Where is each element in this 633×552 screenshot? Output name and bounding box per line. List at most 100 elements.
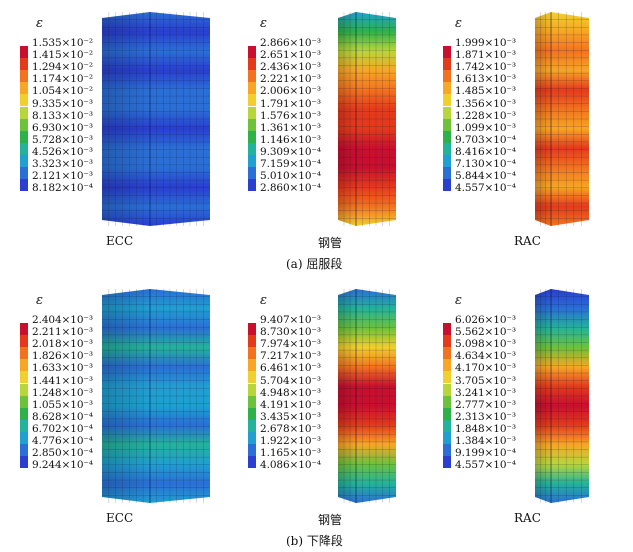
- legend-swatch: [248, 407, 256, 420]
- legend-value: 1.826×10⁻³: [32, 350, 93, 363]
- legend-value: 4.557×10⁻⁴: [455, 182, 516, 195]
- legend-swatch: [248, 419, 256, 432]
- column-right-face: [551, 289, 589, 503]
- epsilon-symbol: ε: [455, 16, 462, 31]
- legend-value: 4.526×10⁻³: [32, 145, 93, 158]
- legend-swatch: [248, 323, 256, 336]
- legend-value: 1.485×10⁻³: [455, 85, 516, 98]
- legend-value: 2.850×10⁻⁴: [32, 447, 93, 460]
- section-caption: (b) 下降段: [286, 534, 343, 548]
- legend-swatch: [20, 82, 28, 95]
- legend-swatch: [443, 142, 451, 155]
- legend-swatch: [443, 419, 451, 432]
- legend-swatch: [443, 347, 451, 360]
- legend-swatch: [248, 118, 256, 131]
- legend-swatch: [20, 106, 28, 119]
- epsilon-symbol: ε: [455, 293, 462, 308]
- legend-swatch: [20, 167, 28, 180]
- legend-swatch: [443, 70, 451, 83]
- legend-swatch: [20, 142, 28, 155]
- legend-value: 2.121×10⁻³: [32, 170, 93, 183]
- legend-value: 1.871×10⁻³: [455, 49, 516, 62]
- legend-swatch: [248, 179, 256, 192]
- legend-value: 4.557×10⁻⁴: [455, 459, 516, 472]
- legend-value: 3.241×10⁻³: [455, 386, 516, 399]
- epsilon-symbol: ε: [260, 16, 267, 31]
- legend-value: 8.628×10⁻⁴: [32, 410, 93, 423]
- mesh-grid: [338, 289, 396, 503]
- legend-value: 2.436×10⁻³: [260, 61, 321, 74]
- contour-column-钢管: [338, 289, 396, 503]
- legend-swatch: [443, 383, 451, 396]
- legend-value: 6.026×10⁻³: [455, 314, 516, 326]
- legend-swatch: [20, 58, 28, 71]
- legend-value: 1.742×10⁻³: [455, 61, 516, 74]
- legend-value: 5.728×10⁻³: [32, 133, 93, 146]
- legend-value: 1.228×10⁻³: [455, 109, 516, 122]
- epsilon-symbol: ε: [36, 293, 43, 308]
- legend-swatch: [443, 118, 451, 131]
- legend-swatch: [443, 154, 451, 167]
- legend-value: 8.133×10⁻³: [32, 109, 93, 122]
- legend-swatch: [20, 431, 28, 444]
- legend-swatch: [248, 347, 256, 360]
- panel-label-RAC: RAC: [514, 234, 541, 248]
- legend-value: 8.416×10⁻⁴: [455, 145, 516, 158]
- legend-swatch: [20, 179, 28, 192]
- legend-value: 4.191×10⁻³: [260, 398, 321, 411]
- legend-value: 7.974×10⁻³: [260, 338, 321, 351]
- legend-value: 2.678×10⁻³: [260, 422, 321, 435]
- legend-value: 9.244×10⁻⁴: [32, 459, 93, 472]
- legend-value: 5.098×10⁻³: [455, 338, 516, 351]
- legend-swatch: [443, 46, 451, 59]
- legend-swatch: [20, 130, 28, 143]
- legend-value: 2.221×10⁻³: [260, 73, 321, 86]
- legend-value: 1.099×10⁻³: [455, 121, 516, 134]
- legend-value: 5.704×10⁻³: [260, 374, 321, 387]
- legend-swatch: [248, 58, 256, 71]
- legend-value: 9.199×10⁻⁴: [455, 447, 516, 460]
- legend-swatch: [20, 46, 28, 59]
- epsilon-symbol: ε: [36, 16, 43, 31]
- legend-value: 1.356×10⁻³: [455, 97, 516, 110]
- legend-swatch: [248, 395, 256, 408]
- legend-value: 3.705×10⁻³: [455, 374, 516, 387]
- legend-value: 9.335×10⁻³: [32, 97, 93, 110]
- contour-column-RAC: [535, 289, 589, 503]
- legend-swatch: [248, 456, 256, 469]
- legend-value: 1.248×10⁻³: [32, 386, 93, 399]
- legend-swatch: [248, 431, 256, 444]
- mesh-grid: [338, 12, 396, 226]
- legend-swatch: [20, 456, 28, 469]
- legend-swatch: [443, 335, 451, 348]
- legend-value: 1.922×10⁻³: [260, 435, 321, 447]
- legend-value: 2.860×10⁻⁴: [260, 182, 321, 195]
- legend-value: 2.866×10⁻³: [260, 37, 321, 49]
- legend-value: 1.165×10⁻³: [260, 447, 321, 460]
- legend-swatch: [443, 130, 451, 143]
- legend-value: 1.146×10⁻³: [260, 133, 321, 146]
- column-left-shade: [338, 289, 356, 503]
- legend-swatch: [443, 323, 451, 336]
- legend-swatch: [248, 46, 256, 59]
- legend-value: 1.535×10⁻²: [32, 37, 93, 49]
- legend-swatch: [443, 167, 451, 180]
- legend-swatch: [443, 359, 451, 372]
- contour-column-ECC: [102, 289, 210, 503]
- legend-swatch: [443, 444, 451, 457]
- legend-value: 7.159×10⁻⁴: [260, 158, 321, 170]
- legend-swatch: [20, 323, 28, 336]
- legend-swatch: [20, 118, 28, 131]
- contour-column-钢管: [338, 12, 396, 226]
- epsilon-symbol: ε: [260, 293, 267, 308]
- legend-swatch: [248, 371, 256, 384]
- legend-swatch: [248, 335, 256, 348]
- legend-swatch: [20, 407, 28, 420]
- legend-value: 2.404×10⁻³: [32, 314, 93, 326]
- column-right-face: [150, 289, 210, 503]
- column-left-shade: [102, 12, 150, 226]
- panel-label-ECC: ECC: [106, 234, 134, 248]
- legend-value: 2.211×10⁻³: [32, 326, 93, 339]
- panel-label-RAC: RAC: [514, 511, 541, 525]
- column-right-face: [356, 289, 396, 503]
